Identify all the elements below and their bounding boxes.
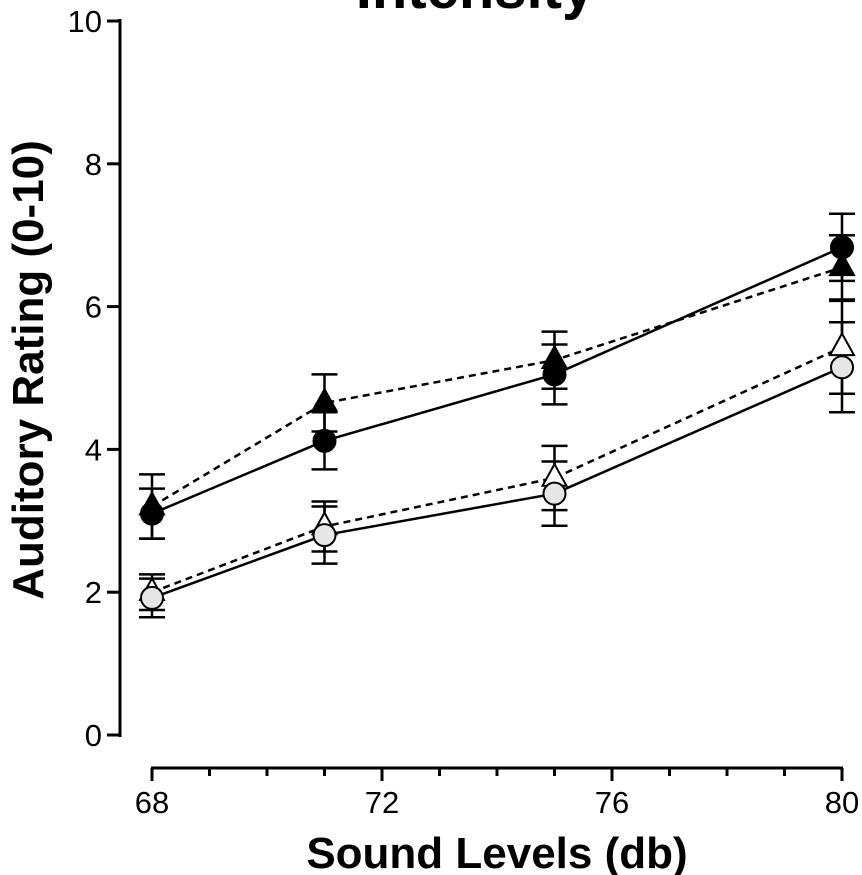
data-point-triangle: [828, 331, 856, 357]
data-point-circle: [140, 585, 164, 610]
data-point-triangle: [540, 344, 569, 369]
data-point-circle: [312, 428, 337, 453]
series-line: [151, 246, 843, 515]
y-tick-label: 2: [85, 575, 102, 610]
x-tick-label: 76: [595, 785, 629, 820]
x-tick-label: 80: [825, 785, 859, 820]
y-tick-label: 4: [85, 432, 102, 467]
series-line: [151, 366, 843, 600]
data-point-triangle: [828, 251, 856, 277]
data-point-triangle: [138, 490, 166, 516]
y-tick-label: 8: [85, 147, 102, 182]
data-point-triangle: [310, 387, 339, 412]
x-axis-title: Sound Levels (db): [306, 829, 687, 875]
y-tick-label: 6: [85, 290, 102, 325]
x-tick-label: 68: [135, 785, 169, 820]
series-line: [151, 266, 843, 508]
y-tick-label: 0: [85, 718, 102, 753]
y-axis-title: Auditory Rating (0-10): [4, 140, 53, 600]
chart-title: Intensity: [356, 0, 595, 21]
data-point-circle: [830, 355, 854, 380]
x-tick-label: 72: [365, 785, 399, 820]
series-line: [151, 346, 843, 594]
y-tick-label: 10: [68, 4, 102, 39]
data-point-circle: [312, 523, 337, 548]
data-point-circle: [542, 481, 567, 506]
